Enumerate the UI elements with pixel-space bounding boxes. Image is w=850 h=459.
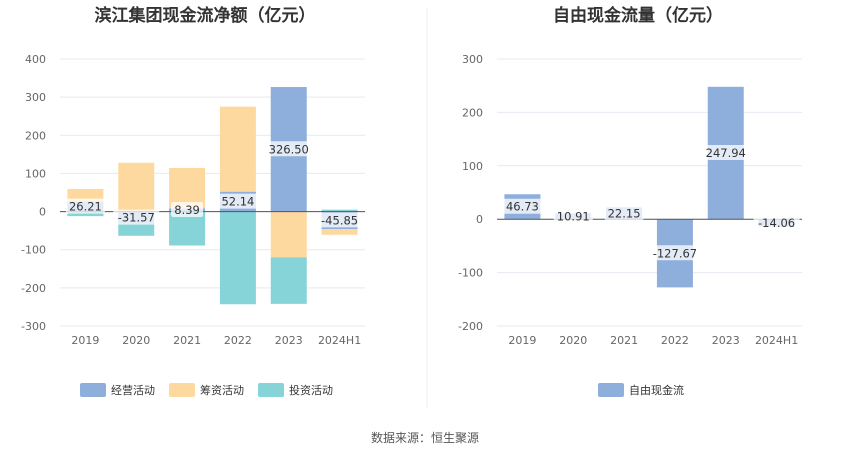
right-data-label-bg — [753, 214, 800, 230]
right-x-tick-label: 2022 — [661, 334, 689, 347]
left-y-axis-ticks: 400 300 200 100 0 -100 -200 -300 — [21, 53, 46, 333]
left-chart-title: 滨江集团现金流净额（亿元） — [95, 5, 316, 26]
left-legend-swatch — [258, 383, 284, 397]
left-y-tick-label: 300 — [25, 91, 46, 104]
left-data-label: 326.50 — [269, 142, 309, 156]
right-y-tick-label: -200 — [458, 320, 483, 333]
left-bar-投资活动-2024H1 — [321, 209, 358, 212]
right-data-label: 247.94 — [706, 146, 746, 160]
right-data-label: 10.91 — [557, 209, 590, 223]
left-x-axis-ticks: 2019 2020 2021 2022 2023 2024H1 — [71, 334, 361, 347]
left-x-tick-label: 2023 — [275, 334, 303, 347]
left-bars — [67, 87, 358, 305]
left-bar-筹资活动-2020 — [118, 162, 155, 212]
left-bar-投资活动-2020 — [118, 223, 155, 236]
left-legend-swatch — [169, 383, 195, 397]
left-bar-筹资活动-2019 — [67, 188, 104, 202]
right-x-tick-label: 2019 — [508, 334, 536, 347]
right-data-label-bg — [648, 245, 702, 261]
right-chart-title: 自由现金流量（亿元） — [553, 5, 723, 26]
left-data-label-bg — [113, 209, 160, 225]
left-data-label: 26.21 — [69, 200, 102, 214]
left-bar-筹资活动-2024H1 — [321, 229, 358, 235]
right-legend-swatch — [598, 383, 624, 397]
left-gridlines — [60, 58, 365, 327]
left-y-tick-label: -100 — [21, 244, 46, 257]
left-x-tick-label: 2024H1 — [318, 334, 361, 347]
right-data-label-bg — [502, 198, 542, 214]
right-data-label: -14.06 — [758, 216, 795, 230]
left-legend-label: 投资活动 — [289, 383, 333, 397]
right-y-tick-label: 100 — [462, 160, 483, 173]
left-y-tick-label: 0 — [39, 206, 46, 219]
left-bar-投资活动-2021 — [169, 211, 206, 246]
source-note: 数据来源：恒生聚源 — [371, 430, 479, 445]
left-data-label-bg — [265, 141, 312, 157]
right-legend: 自由现金流 — [598, 383, 684, 397]
left-legend-swatch — [80, 383, 106, 397]
right-data-label: 46.73 — [506, 200, 539, 214]
right-data-label-bg — [702, 145, 749, 161]
right-x-axis-ticks: 2019 2020 2021 2022 2023 2024H1 — [508, 334, 798, 347]
left-legend-label: 经营活动 — [111, 383, 155, 397]
left-x-tick-label: 2019 — [71, 334, 99, 347]
left-bar-筹资活动-2022 — [219, 106, 256, 192]
left-bar-投资活动-2023 — [270, 257, 307, 304]
right-legend-label: 自由现金流 — [629, 383, 684, 397]
left-legend-label: 筹资活动 — [200, 383, 244, 397]
right-data-label: -127.67 — [653, 246, 697, 260]
left-x-tick-label: 2021 — [173, 334, 201, 347]
left-bar-筹资活动-2021 — [169, 167, 206, 209]
left-y-tick-label: 200 — [25, 129, 46, 142]
left-data-label: -45.85 — [321, 213, 358, 227]
left-legend: 经营活动 筹资活动 投资活动 — [80, 383, 333, 397]
left-data-label-bg — [171, 201, 204, 217]
left-data-label: -31.57 — [118, 211, 155, 225]
right-data-label: 22.15 — [608, 206, 641, 220]
left-data-label-bg — [65, 198, 105, 214]
left-bar-筹资活动-2023 — [270, 211, 307, 258]
left-x-tick-label: 2022 — [224, 334, 252, 347]
right-x-tick-label: 2023 — [712, 334, 740, 347]
right-y-tick-label: 300 — [462, 53, 483, 66]
right-data-label-bg — [604, 205, 644, 221]
left-data-labels: 26.21 -31.57 8.39 52.14 326.50 -45.85 — [65, 141, 363, 228]
right-gridlines — [497, 58, 802, 327]
left-y-tick-label: 400 — [25, 53, 46, 66]
right-y-tick-label: -100 — [458, 267, 483, 280]
right-x-tick-label: 2024H1 — [755, 334, 798, 347]
left-y-tick-label: 100 — [25, 167, 46, 180]
left-data-label: 52.14 — [221, 195, 254, 209]
right-data-labels: 46.73 10.91 22.15 -127.67 247.94 -14.06 — [502, 145, 800, 261]
left-data-label-bg — [218, 193, 258, 209]
right-y-tick-label: 0 — [476, 213, 483, 226]
right-y-tick-label: 200 — [462, 106, 483, 119]
left-data-label-bg — [316, 212, 363, 228]
left-bar-投资活动-2019 — [67, 211, 104, 217]
left-x-tick-label: 2020 — [122, 334, 150, 347]
right-y-axis-ticks: 300 200 100 0 -100 -200 — [458, 53, 483, 333]
right-data-label-bg — [553, 208, 593, 224]
left-y-tick-label: -300 — [21, 320, 46, 333]
right-x-tick-label: 2021 — [610, 334, 638, 347]
left-bar-投资活动-2022 — [219, 211, 256, 305]
left-data-label: 8.39 — [174, 203, 200, 217]
right-x-tick-label: 2020 — [559, 334, 587, 347]
left-y-tick-label: -200 — [21, 282, 46, 295]
